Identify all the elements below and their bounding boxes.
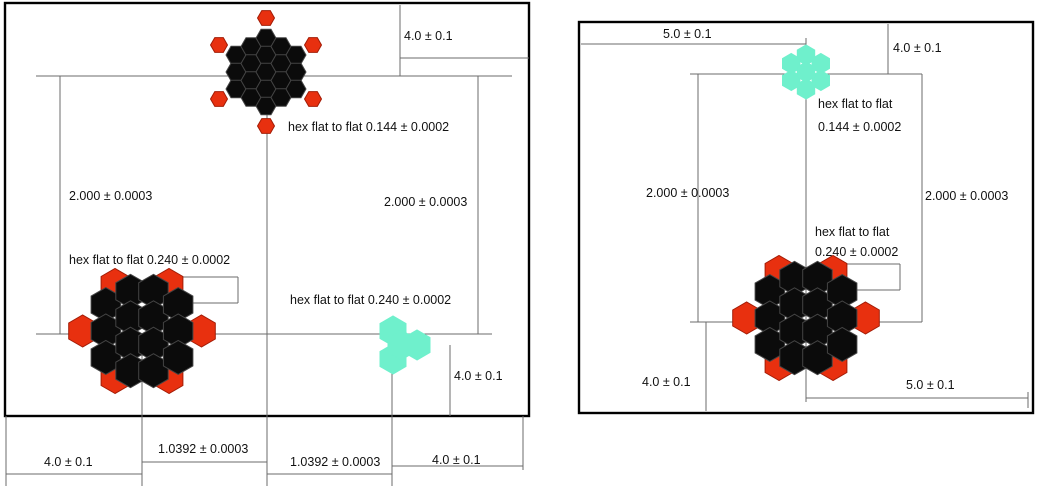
label-bottom-cluster-line2: 0.240 ± 0.0002 [815, 245, 898, 259]
dim-right-height: 2.000 ± 0.0003 [384, 195, 467, 209]
black-hexagon [162, 339, 194, 375]
hex-cluster-large-bottom [732, 254, 880, 382]
hex-cluster-cyan-bottom-right [379, 315, 431, 375]
dim-left-height: 2.000 ± 0.0003 [69, 189, 152, 203]
dim-bottom-right-offset: 4.0 ± 0.1 [454, 369, 503, 383]
dim-top-left-width: 5.0 ± 0.1 [663, 27, 712, 41]
dim-bottom-right-width: 5.0 ± 0.1 [906, 378, 955, 392]
dim-bottom-left-offset: 4.0 ± 0.1 [642, 375, 691, 389]
red-hexagon [256, 10, 276, 26]
dim-center-right-width: 1.0392 ± 0.0003 [290, 455, 380, 469]
dim-right-height: 2.000 ± 0.0003 [925, 189, 1008, 203]
hex-cluster-small-top [209, 10, 323, 134]
hex-cluster-large-bottom-left [68, 267, 216, 395]
red-hexagon [209, 91, 229, 107]
cyan-hexagon [387, 329, 415, 361]
red-hexagon [303, 37, 323, 53]
black-hexagon [826, 326, 858, 362]
label-top-cluster: hex flat to flat 0.144 ± 0.0002 [288, 120, 449, 134]
dim-top-right-offset: 4.0 ± 0.1 [893, 41, 942, 55]
label-top-cluster-line1: hex flat to flat [818, 97, 893, 111]
red-hexagon [209, 37, 229, 53]
label-bottom-left-cluster: hex flat to flat 0.240 ± 0.0002 [69, 253, 230, 267]
red-hexagon [256, 118, 276, 134]
black-hexagon [285, 45, 307, 65]
black-hexagon [285, 79, 307, 99]
black-hexagon [826, 300, 858, 336]
black-hexagon [138, 353, 169, 389]
black-hexagon [162, 287, 194, 323]
dim-top-right-offset: 4.0 ± 0.1 [404, 29, 453, 43]
red-hexagon [303, 91, 323, 107]
label-bottom-cluster-line1: hex flat to flat [815, 225, 890, 239]
black-hexagon [802, 340, 833, 376]
right-panel: 5.0 ± 0.1 4.0 ± 0.1 hex flat to flat 0.1… [577, 20, 1035, 415]
dim-center-left-width: 1.0392 ± 0.0003 [158, 442, 248, 456]
dim-bottom-left-width: 4.0 ± 0.1 [44, 455, 93, 469]
label-top-cluster-line2: 0.144 ± 0.0002 [818, 120, 901, 134]
dim-bottom-right-width: 4.0 ± 0.1 [432, 453, 481, 467]
black-hexagon [162, 313, 194, 349]
label-bottom-right-cluster: hex flat to flat 0.240 ± 0.0002 [290, 293, 451, 307]
left-panel: 4.0 ± 0.1 hex flat to flat 0.144 ± 0.000… [3, 1, 531, 486]
cyan-hexagon [796, 61, 816, 83]
dim-left-height: 2.000 ± 0.0003 [646, 186, 729, 200]
right-panel-frame [577, 20, 1035, 415]
hex-cluster-cyan-top [782, 44, 830, 100]
black-hexagon [826, 274, 858, 310]
black-hexagon [285, 62, 307, 82]
